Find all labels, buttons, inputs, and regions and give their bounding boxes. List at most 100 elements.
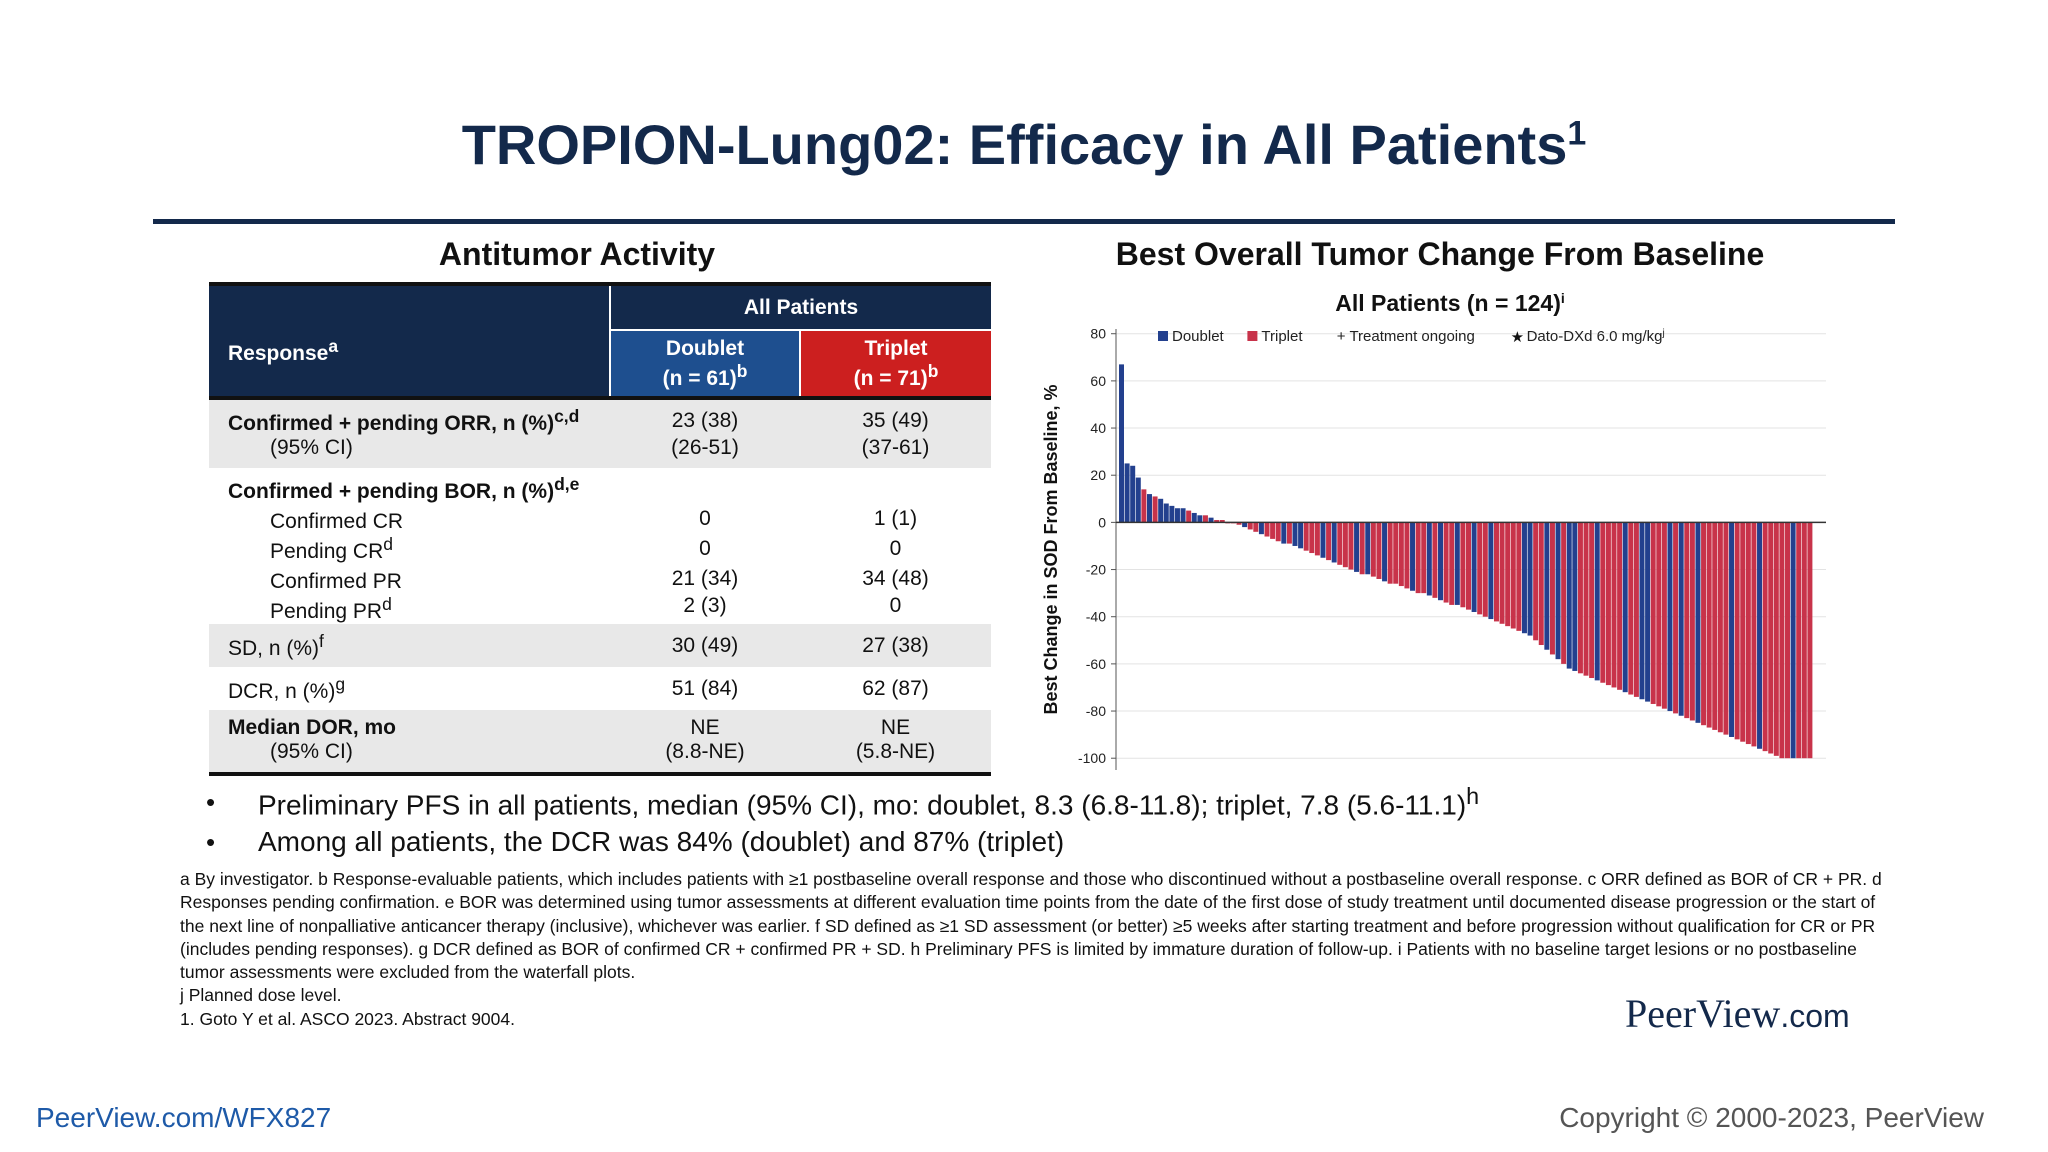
bar-triplet	[1561, 522, 1567, 664]
bar-triplet	[1600, 522, 1606, 683]
bar-triplet	[1247, 522, 1253, 530]
bar-triplet	[1583, 522, 1589, 676]
bar-doublet	[1208, 517, 1214, 523]
bullet-list: • Preliminary PFS in all patients, median…	[206, 782, 1479, 862]
table-row: Pending PRd 2 (3) 0	[209, 594, 991, 624]
bar-doublet	[1163, 503, 1169, 523]
bar-triplet	[1633, 522, 1639, 697]
bar-triplet	[1219, 520, 1225, 523]
bar-triplet	[1661, 522, 1667, 709]
y-axis-label: Best Change in SOD From Baseline, %	[1041, 384, 1061, 714]
bar-triplet	[1359, 522, 1365, 575]
header-all-patients: All Patients	[609, 282, 991, 330]
bar-triplet	[1740, 522, 1746, 742]
bar-triplet	[1236, 522, 1242, 525]
table-row: SD, n (%)f 30 (49) 27 (38)	[209, 624, 991, 667]
y-tick-label: -80	[1086, 703, 1106, 719]
table-row: Pending CRd 0 0	[209, 534, 991, 564]
bar-triplet	[1723, 522, 1729, 735]
y-tick-label: -60	[1086, 656, 1106, 672]
bar-triplet	[1466, 522, 1471, 610]
bar-doublet	[1521, 522, 1527, 634]
bar-triplet	[1432, 522, 1438, 598]
bar-triplet	[1717, 522, 1723, 733]
y-tick-label: 80	[1090, 326, 1106, 342]
bar-triplet	[1538, 522, 1544, 646]
bar-triplet	[1286, 522, 1292, 544]
bar-triplet	[1449, 522, 1455, 605]
bar-doublet	[1124, 463, 1130, 523]
bar-triplet	[1628, 522, 1634, 695]
bar-doublet	[1454, 522, 1460, 605]
legend-label: Triplet	[1261, 328, 1303, 345]
bar-doublet	[1410, 522, 1416, 591]
bar-doublet	[1594, 522, 1600, 681]
bar-triplet	[1303, 522, 1309, 551]
chart-subtitle: All Patients (n = 124)i	[1335, 290, 1565, 316]
antitumor-activity-heading: Antitumor Activity	[438, 236, 716, 272]
bar-triplet	[1745, 522, 1751, 745]
bar-doublet	[1320, 522, 1326, 558]
bar-triplet	[1398, 522, 1404, 587]
bar-doublet	[1365, 522, 1371, 575]
bar-triplet	[1460, 522, 1466, 608]
header-triplet: Triplet (n = 71)b	[799, 329, 991, 396]
bar-doublet	[1488, 522, 1494, 620]
bar-doublet	[1174, 508, 1180, 523]
bar-doublet	[1544, 522, 1550, 650]
bar-triplet	[1309, 522, 1315, 554]
y-tick-label: -40	[1086, 609, 1106, 625]
bar-triplet	[1768, 522, 1774, 754]
header-response: Responsea	[209, 282, 610, 396]
bar-triplet	[1404, 522, 1410, 589]
bar-triplet	[1577, 522, 1583, 674]
bar-doublet	[1438, 522, 1444, 601]
bar-doublet	[1667, 522, 1673, 712]
bar-triplet	[1773, 522, 1779, 756]
legend-item: ★ Dato-DXd 6.0 mg/kgj	[1511, 328, 1665, 347]
y-tick-label: -20	[1086, 562, 1106, 578]
bar-doublet	[1158, 498, 1164, 523]
y-tick-label: 0	[1098, 514, 1106, 530]
bar-doublet	[1130, 465, 1136, 523]
bar-triplet	[1689, 522, 1695, 721]
bar-triplet	[1617, 522, 1623, 690]
bar-doublet	[1757, 522, 1763, 749]
bar-triplet	[1326, 522, 1332, 561]
bar-doublet	[1555, 522, 1561, 660]
bar-doublet	[1180, 508, 1186, 523]
bar-triplet	[1701, 522, 1707, 726]
table-row: Confirmed + pending ORR, n (%)c,d 23 (38…	[209, 400, 991, 436]
table-row: Median DOR, mo NE NE	[209, 710, 991, 740]
bar-doublet	[1790, 522, 1796, 759]
bar-triplet	[1605, 522, 1611, 686]
bar-triplet	[1779, 522, 1785, 759]
bar-triplet	[1505, 522, 1511, 627]
bar-triplet	[1370, 522, 1376, 577]
bar-triplet	[1712, 522, 1718, 730]
table-row: (95% CI) (8.8-NE) (5.8-NE)	[209, 740, 991, 772]
peerview-link[interactable]: PeerView.com/WFX827	[36, 1102, 332, 1133]
bar-triplet	[1673, 522, 1679, 714]
bar-triplet	[1549, 522, 1555, 655]
bar-triplet	[1393, 522, 1399, 584]
footnotes: a By investigator. b Response-evaluable …	[180, 869, 1882, 1029]
bar-triplet	[1275, 522, 1281, 542]
bar-triplet	[1443, 522, 1449, 603]
legend-swatch	[1247, 331, 1258, 341]
legend-item: Doublet	[1158, 328, 1225, 345]
y-tick-label: 20	[1090, 467, 1106, 483]
bar-triplet	[1482, 522, 1488, 617]
bar-triplet	[1510, 522, 1516, 629]
bar-doublet	[1292, 522, 1298, 546]
star-icon: ★	[1511, 328, 1524, 346]
bar-triplet	[1415, 522, 1421, 594]
bar-triplet	[1493, 522, 1499, 622]
bar-doublet	[1678, 522, 1684, 716]
table-row: (95% CI) (26-51) (37-61)	[209, 436, 991, 468]
bar-triplet	[1186, 510, 1192, 523]
bar-triplet	[1376, 522, 1382, 579]
bullet-item: • Among all patients, the DCR was 84% (do…	[206, 826, 1065, 857]
peerview-logo: PeerView.com	[1625, 991, 1850, 1036]
bar-doublet	[1572, 522, 1578, 671]
